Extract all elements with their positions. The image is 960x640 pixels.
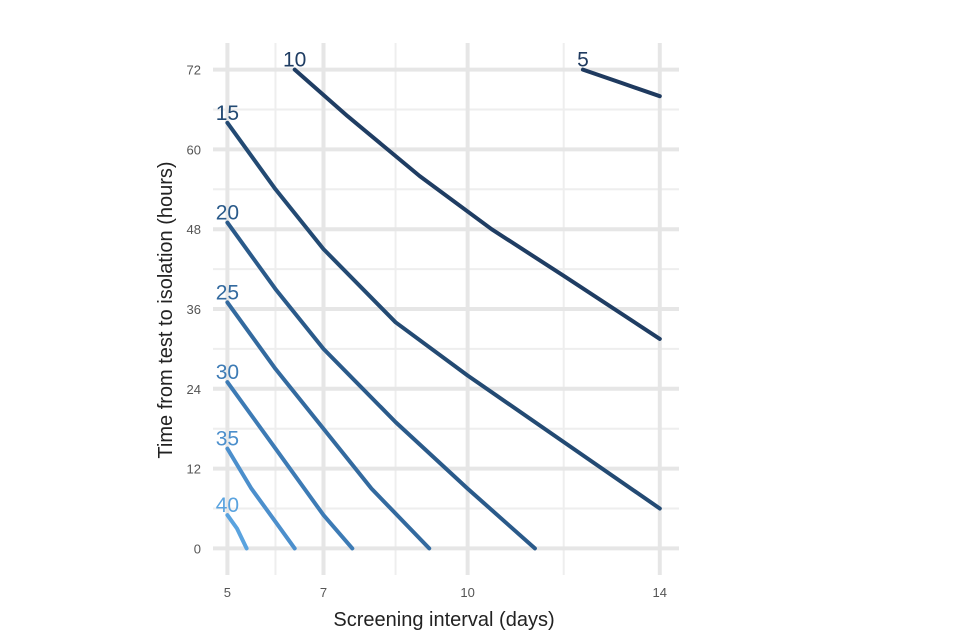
y-tick-label: 48 xyxy=(187,222,201,237)
contour-label-25: 25 xyxy=(216,281,239,304)
y-tick-label: 12 xyxy=(187,462,201,477)
contour-label-30: 30 xyxy=(216,361,239,384)
contour-line-30 xyxy=(225,380,355,551)
x-tick-label: 10 xyxy=(460,585,474,600)
contour-line-5 xyxy=(580,67,662,99)
contour-line-15 xyxy=(225,120,662,511)
y-tick-label: 60 xyxy=(187,142,201,157)
x-tick-label: 14 xyxy=(653,585,667,600)
x-tick-label: 7 xyxy=(320,585,327,600)
contour-lines xyxy=(225,67,662,551)
y-axis-title: Time from test to isolation (hours) xyxy=(155,161,177,458)
y-axis-ticks: 0 12 24 36 48 60 72 xyxy=(187,63,201,557)
x-axis-ticks: 5 7 10 14 xyxy=(224,585,667,600)
x-tick-label: 5 xyxy=(224,585,231,600)
contour-labels: 5 10 15 20 25 30 35 40 xyxy=(216,49,589,518)
y-tick-label: 72 xyxy=(187,63,201,78)
y-tick-label: 0 xyxy=(194,541,201,556)
contour-line-10 xyxy=(292,67,662,341)
contour-line-35 xyxy=(225,446,297,551)
contour-label-5: 5 xyxy=(577,49,589,72)
contour-label-20: 20 xyxy=(216,202,239,225)
contour-line-40 xyxy=(225,513,249,551)
contour-label-15: 15 xyxy=(216,102,239,125)
contour-line-25 xyxy=(225,300,432,551)
contour-label-10: 10 xyxy=(283,49,306,72)
x-axis-title: Screening interval (days) xyxy=(333,609,554,631)
y-tick-label: 36 xyxy=(187,302,201,317)
y-tick-label: 24 xyxy=(187,382,201,397)
contour-label-40: 40 xyxy=(216,494,239,517)
contour-line-20 xyxy=(225,220,537,551)
contour-label-35: 35 xyxy=(216,428,239,451)
